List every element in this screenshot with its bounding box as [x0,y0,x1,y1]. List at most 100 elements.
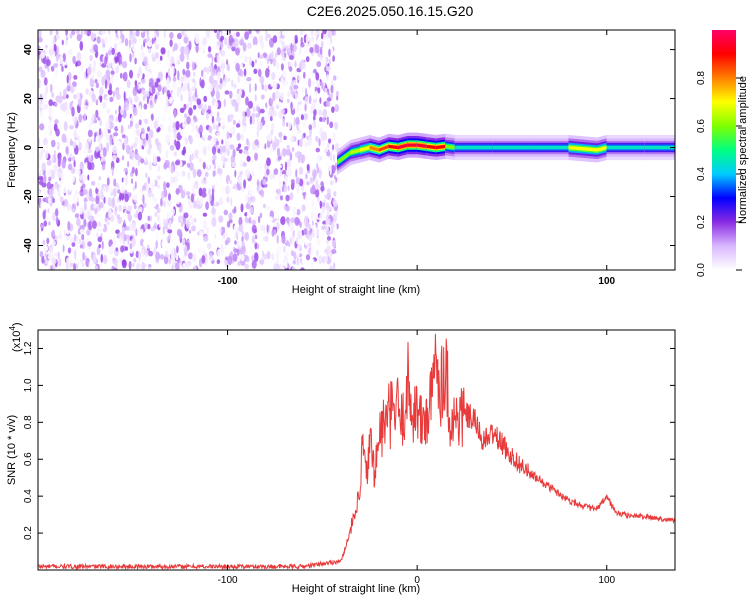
noise-speckle [290,101,293,111]
noise-speckle [211,155,217,160]
noise-speckle [134,148,138,155]
noise-speckle [216,259,221,265]
noise-speckle [272,156,277,161]
noise-speckle [168,233,171,240]
colorbar-tick-label: 0.2 [696,215,707,229]
noise-speckle [237,74,241,84]
noise-speckle [281,234,286,244]
noise-speckle [187,88,192,99]
noise-speckle [168,193,171,201]
noise-speckle [168,124,172,134]
noise-speckle [69,32,73,39]
noise-speckle [320,233,323,243]
noise-speckle [129,102,134,111]
noise-speckle [271,122,275,133]
noise-speckle [317,87,321,94]
noise-speckle [141,249,144,258]
noise-speckle [175,140,181,151]
noise-speckle [169,96,173,104]
noise-speckle [219,227,222,235]
noise-speckle [98,201,104,209]
noise-speckle [330,84,334,94]
noise-speckle [333,214,337,222]
noise-speckle [107,197,112,207]
noise-speckle [105,162,108,168]
noise-speckle [202,187,207,193]
noise-speckle [325,202,330,210]
noise-speckle [280,63,284,71]
noise-speckle [316,61,322,68]
noise-speckle [215,124,219,131]
noise-speckle [286,252,289,257]
noise-speckle [76,91,81,101]
noise-speckle [109,136,112,147]
noise-speckle [109,83,112,92]
noise-speckle [212,170,216,178]
noise-speckle [242,42,247,52]
noise-speckle [210,62,214,68]
noise-speckle [149,78,154,85]
noise-speckle [50,65,55,72]
noise-speckle [320,185,325,192]
noise-speckle [47,66,50,73]
noise-speckle [331,221,335,228]
noise-speckle [297,48,300,57]
noise-speckle [220,172,223,182]
noise-speckle [165,149,169,159]
noise-speckle [100,193,105,200]
noise-speckle [145,172,148,178]
noise-speckle [151,56,157,62]
noise-speckle [185,219,191,229]
noise-speckle [147,223,151,230]
noise-speckle [291,182,295,190]
noise-speckle [86,210,90,218]
noise-speckle [321,32,324,40]
noise-speckle [118,55,121,66]
noise-speckle [103,186,107,192]
noise-speckle [60,112,65,123]
noise-speckle [271,72,276,81]
noise-speckle [235,191,238,201]
noise-speckle [326,239,329,245]
noise-speckle [113,43,118,48]
noise-speckle [85,58,90,68]
noise-speckle [320,40,324,49]
noise-speckle [146,41,152,47]
noise-speckle [134,123,140,129]
noise-speckle [173,43,178,51]
noise-speckle [156,214,160,222]
spectrogram-y-tick-label: -20 [23,189,34,204]
noise-speckle [216,132,220,137]
noise-speckle [40,201,43,210]
noise-speckle [215,196,218,201]
svg-text:(x104): (x104) [8,322,23,352]
noise-speckle [240,51,245,60]
noise-speckle [62,244,65,253]
noise-speckle [157,207,161,214]
noise-speckle [125,226,130,231]
noise-speckle [73,160,76,168]
noise-speckle [169,39,173,47]
noise-speckle [148,172,151,179]
noise-speckle [255,113,260,118]
noise-speckle [246,138,249,146]
noise-speckle [292,259,296,266]
noise-speckle [273,168,279,176]
noise-speckle [319,116,323,122]
noise-speckle [286,218,290,225]
noise-speckle [38,45,41,50]
noise-speckle [305,34,310,43]
noise-speckle [191,97,197,102]
noise-speckle [210,137,215,148]
noise-speckle [77,234,79,243]
noise-speckle [40,224,44,229]
noise-speckle [95,82,100,89]
noise-speckle [244,231,249,241]
noise-speckle [131,237,136,247]
noise-speckle [167,247,172,255]
spectrogram-y-tick-label: 0 [23,144,34,150]
noise-speckle [282,118,286,127]
noise-speckle [81,233,85,241]
noise-speckle [326,230,331,236]
